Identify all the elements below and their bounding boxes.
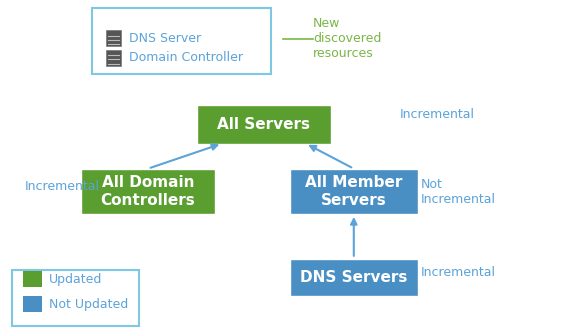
- Text: Domain Controller: Domain Controller: [129, 51, 244, 64]
- Text: New
discovered
resources: New discovered resources: [313, 17, 382, 60]
- Text: Not
Incremental: Not Incremental: [420, 177, 495, 206]
- FancyBboxPatch shape: [23, 296, 42, 312]
- Text: DNS Server: DNS Server: [129, 32, 201, 45]
- FancyBboxPatch shape: [81, 169, 215, 214]
- FancyBboxPatch shape: [197, 105, 331, 144]
- Text: Incremental: Incremental: [420, 266, 495, 279]
- Text: All Member
Servers: All Member Servers: [305, 175, 403, 208]
- FancyBboxPatch shape: [12, 270, 139, 326]
- FancyBboxPatch shape: [106, 50, 121, 66]
- FancyBboxPatch shape: [92, 8, 271, 74]
- Text: Incremental: Incremental: [24, 180, 99, 193]
- Text: All Domain
Controllers: All Domain Controllers: [100, 175, 195, 208]
- Text: Updated: Updated: [49, 273, 103, 286]
- FancyBboxPatch shape: [290, 259, 418, 296]
- FancyBboxPatch shape: [23, 271, 42, 287]
- FancyBboxPatch shape: [106, 30, 121, 46]
- Text: Not Updated: Not Updated: [49, 298, 129, 311]
- FancyBboxPatch shape: [290, 169, 418, 214]
- Text: All Servers: All Servers: [218, 117, 310, 132]
- Text: DNS Servers: DNS Servers: [300, 270, 408, 285]
- Text: Incremental: Incremental: [400, 108, 475, 121]
